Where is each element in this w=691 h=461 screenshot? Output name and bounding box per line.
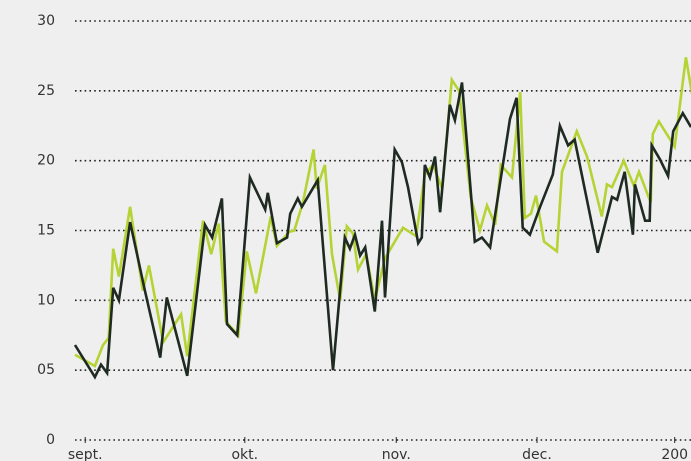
- x-tick-label: 200: [661, 447, 688, 461]
- series-line: [73, 82, 691, 380]
- y-tick-label: 10: [37, 292, 55, 308]
- x-tick-label: dec.: [522, 447, 552, 461]
- y-tick-label: 30: [37, 13, 55, 29]
- x-tick-label: okt.: [231, 447, 258, 461]
- x-tick-label: nov.: [382, 447, 411, 461]
- series-line: [74, 57, 691, 368]
- y-tick-label: 05: [37, 362, 55, 378]
- x-tick-label: sept.: [68, 447, 103, 461]
- y-tick-label: 25: [37, 83, 55, 99]
- y-tick-label: 0: [46, 432, 55, 448]
- y-tick-label: 20: [37, 153, 55, 169]
- y-tick-label: 15: [37, 223, 55, 239]
